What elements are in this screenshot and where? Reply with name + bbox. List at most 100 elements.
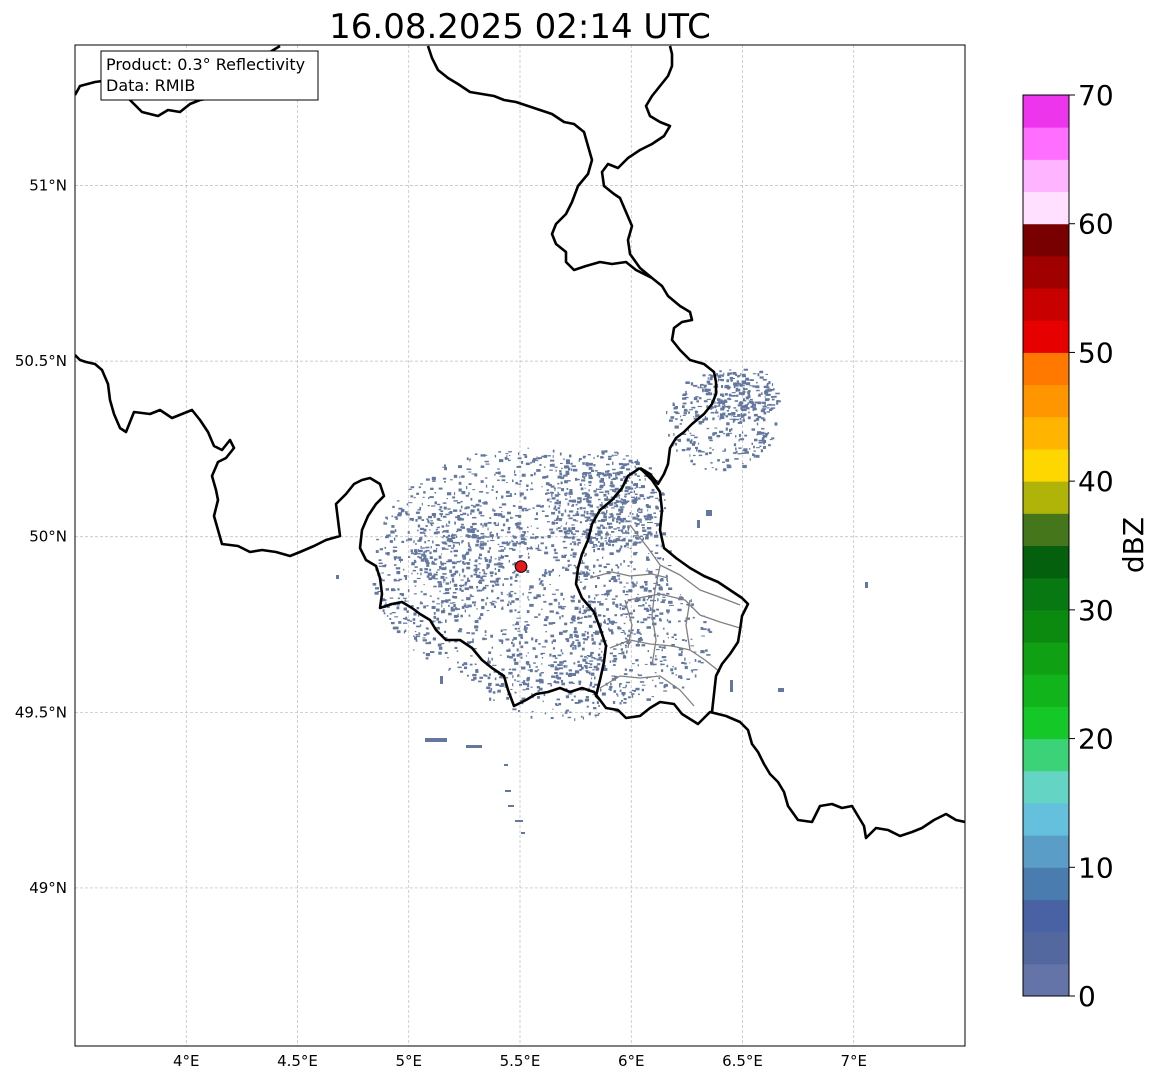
echo-pixel [690, 645, 695, 647]
echo-pixel [572, 535, 575, 539]
echo-pixel [768, 381, 771, 385]
echo-pixel [773, 395, 777, 398]
echo-pixel [671, 636, 674, 639]
echo-pixel [572, 499, 577, 503]
echo-pixel [417, 539, 421, 542]
echo-pixel [573, 595, 576, 598]
echo-pixel [682, 402, 687, 405]
echo-pixel [686, 447, 691, 449]
echo-pixel [415, 634, 418, 636]
echo-pixel [520, 656, 523, 659]
echo-pixel [721, 385, 723, 388]
echo-pixel [419, 527, 424, 531]
echo-pixel [470, 595, 474, 598]
echo-pixel [624, 489, 629, 493]
echo-pixel [611, 540, 615, 543]
echo-pixel [761, 392, 763, 395]
echo-pixel [393, 589, 396, 591]
longitude-tick-label: 5.5°E [500, 1052, 541, 1070]
echo-pixel [554, 494, 559, 497]
echo-pixel [461, 491, 466, 495]
echo-pixel [667, 565, 672, 567]
echo-pixel [419, 620, 424, 622]
echo-pixel [512, 541, 514, 543]
echo-pixel [695, 414, 700, 418]
echo-pixel [499, 685, 504, 687]
echo-pixel [620, 498, 623, 501]
echo-pixel [442, 477, 447, 480]
echo-pixel [436, 603, 441, 605]
echo-pixel [612, 517, 616, 519]
echo-pixel [621, 651, 625, 655]
echo-pixel [480, 523, 483, 526]
echo-pixel [565, 638, 569, 641]
echo-pixel [590, 681, 593, 685]
echo-pixel [513, 637, 517, 640]
echo-pixel [655, 506, 659, 510]
echo-pixel [644, 475, 648, 477]
echo-pixel [567, 536, 572, 539]
echo-pixel [583, 530, 587, 533]
echo-pixel [578, 599, 581, 603]
echo-pixel [569, 543, 572, 545]
echo-pixel [423, 584, 425, 586]
echo-pixel [620, 485, 623, 487]
echo-pixel [550, 684, 553, 687]
echo-pixel [638, 541, 643, 543]
echo-pixel [617, 452, 619, 455]
echo-pixel [578, 682, 581, 686]
echo-pixel [761, 437, 765, 440]
echo-pixel [757, 395, 761, 397]
echo-pixel [661, 599, 667, 601]
echo-pixel [484, 460, 489, 463]
echo-pixel [619, 603, 622, 606]
echo-pixel [771, 383, 774, 387]
echo-pixel [482, 586, 487, 590]
echo-pixel [735, 387, 739, 390]
colorbar-tick-label: 40 [1078, 465, 1114, 498]
longitude-tick-label: 5°E [395, 1052, 422, 1070]
echo-pixel [694, 659, 697, 662]
echo-pixel [499, 685, 503, 687]
echo-pixel [518, 653, 523, 656]
echo-pixel [453, 534, 457, 536]
echo-pixel [567, 564, 572, 566]
echo-pixel [425, 549, 430, 552]
echo-pixel [685, 617, 690, 620]
echo-pixel [567, 502, 570, 506]
echo-pixel [613, 648, 617, 650]
echo-pixel [751, 403, 756, 407]
echo-pixel [632, 689, 637, 692]
echo-pixel [505, 453, 509, 455]
echo-pixel [425, 642, 429, 645]
echo-pixel [726, 410, 730, 412]
echo-pixel [482, 588, 485, 591]
echo-pixel [592, 513, 595, 517]
product-info-box: Product: 0.3° Reflectivity Data: RMIB [100, 50, 319, 101]
echo-pixel [520, 534, 525, 537]
echo-pixel [557, 475, 562, 479]
echo-pixel [592, 685, 595, 688]
echo-pixel [574, 670, 580, 674]
echo-pixel [616, 494, 621, 497]
echo-pixel [396, 580, 401, 582]
echo-pixel [599, 491, 604, 493]
echo-pixel [706, 427, 710, 430]
echo-pixel [580, 562, 585, 564]
echo-pixel [541, 486, 543, 488]
echo-pixel [621, 605, 626, 607]
echo-pixel [730, 428, 733, 431]
echo-pixel [659, 618, 662, 621]
echo-pixel [475, 629, 478, 632]
echo-pixel [423, 593, 427, 596]
echo-pixel [595, 533, 599, 536]
echo-pixel [597, 472, 602, 474]
echo-pixel [435, 558, 438, 561]
echo-pixel [601, 502, 603, 504]
echo-pixel [529, 665, 531, 669]
echo-pixel [526, 664, 531, 666]
echo-pixel [605, 470, 610, 473]
echo-pixel [741, 383, 744, 385]
echo-pixel [447, 559, 452, 563]
echo-pixel [634, 461, 636, 463]
